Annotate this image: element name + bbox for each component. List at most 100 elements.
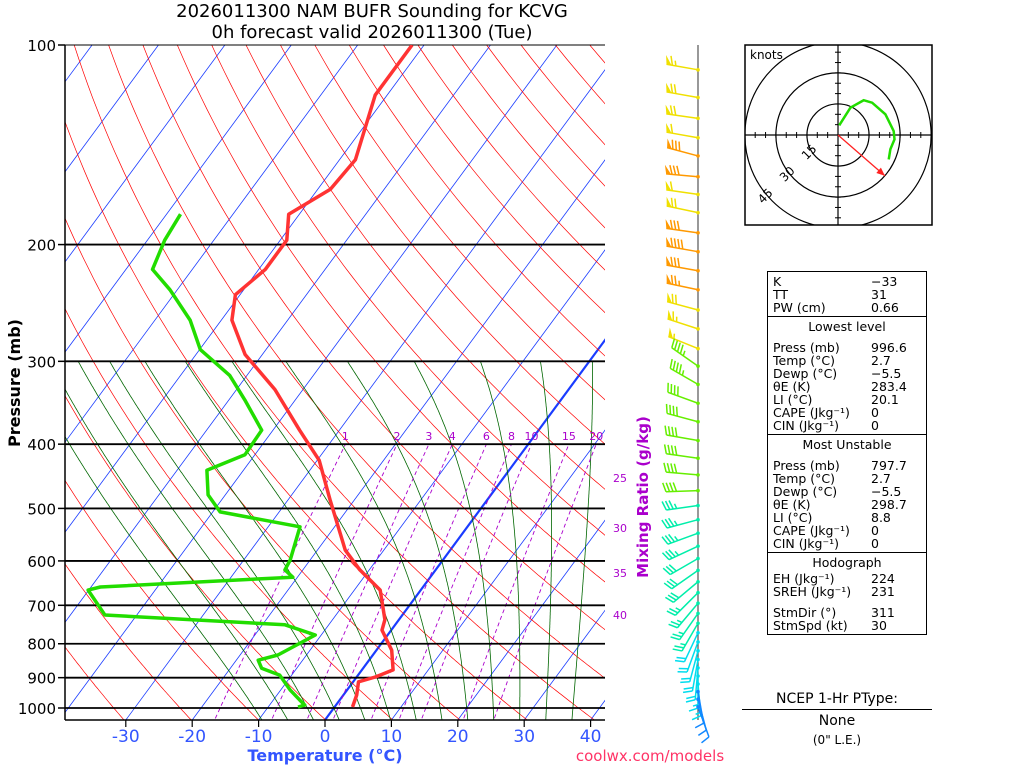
stat-row: StmSpd (kt) 30 <box>773 619 921 632</box>
temp-tick-label: -30 <box>112 727 140 747</box>
dry-adiabat-line <box>314 45 605 401</box>
stat-label: TT <box>773 287 789 302</box>
barb-dot <box>696 95 700 100</box>
isotherm-line <box>258 249 605 720</box>
stat-row: Temp (°C) 2.7 <box>773 472 921 485</box>
barb-feather <box>670 592 680 599</box>
barb-shaft <box>666 518 699 529</box>
barb-feather <box>669 578 678 586</box>
barb-feather <box>673 257 677 267</box>
barb-pennant <box>665 180 672 191</box>
barb-shaft <box>683 632 699 663</box>
wind-barb <box>666 196 700 215</box>
mixing-ratio-line <box>214 444 346 720</box>
barb-feather <box>668 500 674 510</box>
barb-feather <box>688 707 699 712</box>
temp-tick-label: 40 <box>580 727 602 747</box>
dry-adiabat-line <box>73 45 595 720</box>
wind-barb <box>661 544 700 561</box>
mixing-ratio-tick-label: 20 <box>589 430 603 443</box>
wind-barb <box>677 640 700 673</box>
barb-feather <box>676 165 680 176</box>
barb-shaft <box>666 412 699 423</box>
barb-feather <box>666 610 676 616</box>
mixing-ratio-line <box>462 444 570 720</box>
dry-adiabat-line <box>65 395 327 720</box>
stat-label: Press (mb) <box>773 458 840 473</box>
isotherm-line <box>65 45 359 443</box>
pressure-tick-label: 200 <box>27 237 56 255</box>
wind-barb <box>669 358 700 387</box>
moist-adiabat-line <box>540 361 552 720</box>
barb-dot <box>696 364 700 368</box>
barb-pennant <box>666 82 672 93</box>
barb-feather <box>673 220 677 230</box>
stat-row: LI (°C) 8.8 <box>773 511 921 524</box>
stat-value: 8.8 <box>871 510 891 525</box>
wind-barb <box>674 630 700 663</box>
barb-feather <box>673 463 678 474</box>
barb-feather <box>667 594 677 601</box>
wind-barb <box>666 82 700 100</box>
barb-dot <box>696 630 700 635</box>
wind-barb <box>670 611 700 641</box>
barb-half-feather <box>673 503 678 509</box>
dry-adiabat-line <box>451 45 605 229</box>
barb-feather <box>668 549 676 558</box>
barb-feather <box>701 736 710 744</box>
barb-shaft <box>666 113 699 120</box>
stat-value: −33 <box>871 274 898 289</box>
wind-barb <box>663 568 700 590</box>
barb-dot <box>696 579 700 584</box>
moist-adiabat-line <box>413 361 495 720</box>
barb-feather <box>677 257 681 268</box>
barb-dot <box>696 544 700 548</box>
section-header: Hodograph <box>812 555 882 570</box>
barb-dot <box>696 308 700 312</box>
barb-shaft <box>688 650 699 682</box>
mixing-ratio-tick-label: 8 <box>508 430 515 443</box>
stat-label: Dewp (°C) <box>773 484 838 499</box>
barb-dot <box>696 192 700 197</box>
wind-barb <box>668 327 700 351</box>
barb-pennant <box>665 219 672 230</box>
barb-feather <box>670 256 674 267</box>
barb-feather <box>686 695 696 700</box>
wind-barb <box>665 579 700 603</box>
stat-label: CIN (Jkg⁻¹) <box>773 418 839 433</box>
stat-value: 298.7 <box>871 497 907 512</box>
barb-dot <box>696 682 700 686</box>
barb-shaft <box>686 641 699 673</box>
stat-row: K −33 <box>773 275 921 288</box>
stat-label: EH (Jkg⁻¹) <box>773 571 835 586</box>
barb-feather <box>674 198 677 209</box>
mixing-ratio-tick-label: 4 <box>449 430 456 443</box>
pressure-tick-label: 500 <box>27 500 56 518</box>
wind-barb <box>665 180 700 197</box>
isotherm-line <box>65 45 425 533</box>
mixing-ratio-label: Mixing Ratio (g/kg) <box>634 416 652 578</box>
stat-label: CIN (Jkg⁻¹) <box>773 536 839 551</box>
barb-feather <box>669 404 672 415</box>
moist-adiabat-line <box>480 361 521 720</box>
barb-dot <box>696 666 700 670</box>
barb-feather <box>674 275 677 286</box>
footer-url[interactable]: coolwx.com/models <box>576 747 724 765</box>
wind-barb <box>680 649 700 684</box>
barb-feather <box>678 364 683 374</box>
temp-tick-label: -10 <box>245 727 273 747</box>
moist-adiabat-line <box>65 435 263 720</box>
stat-row: SREH (Jkg⁻¹) 231 <box>773 585 921 598</box>
stats-panel: K −33 TT 31 PW (cm) 0.66 Lowest level Press (m… <box>767 271 927 635</box>
pressure-tick-label: 600 <box>27 553 56 571</box>
barb-feather <box>662 567 671 576</box>
pressure-tick-label: 1000 <box>18 700 56 718</box>
barb-dot <box>696 568 700 573</box>
stat-value: 31 <box>871 287 887 302</box>
mixing-ratio-line <box>271 444 398 720</box>
barb-feather <box>674 645 684 649</box>
barb-feather <box>673 84 677 94</box>
isotherm-line <box>125 69 605 720</box>
barb-dot <box>696 231 700 235</box>
barb-shaft <box>666 471 699 476</box>
